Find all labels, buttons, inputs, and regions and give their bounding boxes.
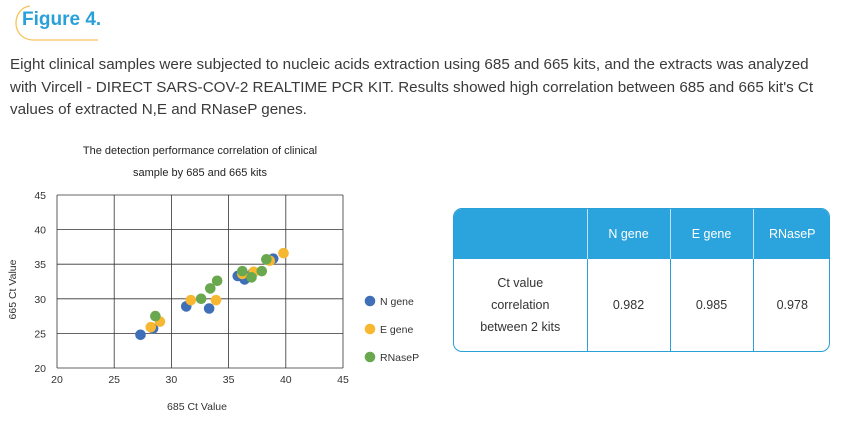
legend-label-e-gene: E gene [380, 324, 413, 336]
figure-badge [8, 4, 100, 42]
correlation-table: N gene E gene RNaseP Ct value correlatio… [453, 208, 830, 352]
scatter-chart: 20 25 30 35 40 45 20 25 30 35 40 45 685 Ct Value 665 … [7, 190, 419, 413]
data-point-e-gene [278, 247, 289, 259]
x-tick-label: 20 [51, 374, 63, 386]
row-label-line-1: Ct value [497, 276, 544, 290]
data-point-rnasep [211, 275, 223, 287]
y-tick-label: 30 [34, 294, 46, 306]
row-label-line-2: correlation [491, 298, 550, 312]
data-point-n-gene [203, 303, 215, 314]
table-header-n-gene: N gene [587, 209, 671, 259]
figure-label: Figure 4. [22, 9, 102, 30]
table-header-empty [454, 209, 588, 259]
table-cell-rnasep: 0.978 [776, 298, 808, 312]
y-tick-label: 35 [34, 259, 46, 271]
table-cell-e-gene: 0.985 [670, 259, 754, 351]
x-tick-label: 35 [223, 374, 235, 386]
row-label-line-3: between 2 kits [480, 320, 561, 334]
data-point-rnasep [150, 310, 161, 322]
data-point-rnasep [246, 272, 257, 283]
data-point-rnasep [204, 283, 216, 294]
x-tick-label: 30 [166, 374, 178, 386]
chart-title: The detection performance correlation of… [60, 140, 340, 184]
data-point-n-gene [135, 329, 146, 341]
x-tick-label: 40 [280, 374, 292, 386]
data-point-rnasep [261, 254, 272, 265]
y-tick-label: 20 [34, 363, 46, 375]
legend-marker-rnasep [364, 351, 376, 363]
y-tick-label: 40 [34, 225, 46, 237]
legend-label-n-gene: N gene [380, 296, 414, 308]
y-tick-label: 45 [34, 190, 46, 202]
figure-caption: Eight clinical samples were subjected to… [10, 56, 814, 118]
table-cell-n-gene: 0.982 [587, 259, 671, 351]
data-point-e-gene [210, 294, 222, 306]
y-axis-label: 665 Ct Value [7, 259, 19, 319]
legend-marker-n-gene [364, 295, 376, 307]
data-point-rnasep [195, 293, 207, 305]
table-row-label: Ct value correlation between 2 kits [454, 259, 588, 351]
table-header-rnasep: RNaseP [753, 209, 829, 259]
legend-label-rnasep: RNaseP [380, 352, 419, 364]
legend-marker-e-gene [364, 323, 376, 335]
chart-title-line-2: sample by 685 and 665 kits [133, 167, 267, 179]
table-row: Ct value correlation between 2 kits 0.98… [454, 259, 829, 351]
data-point-e-gene [185, 294, 197, 306]
x-axis-label: 685 Ct Value [167, 401, 227, 413]
y-tick-label: 25 [34, 328, 46, 340]
figure-badge-outline [15, 5, 98, 41]
chart-title-line-1: The detection performance correlation of… [82, 145, 318, 157]
data-point-rnasep [256, 265, 268, 277]
x-tick-label: 45 [337, 374, 349, 386]
table-header-row: N gene E gene RNaseP [454, 209, 829, 259]
table-header-e-gene: E gene [670, 209, 754, 259]
data-point-rnasep [237, 265, 248, 277]
data-point-e-gene [145, 321, 157, 333]
x-tick-label: 25 [108, 374, 120, 386]
